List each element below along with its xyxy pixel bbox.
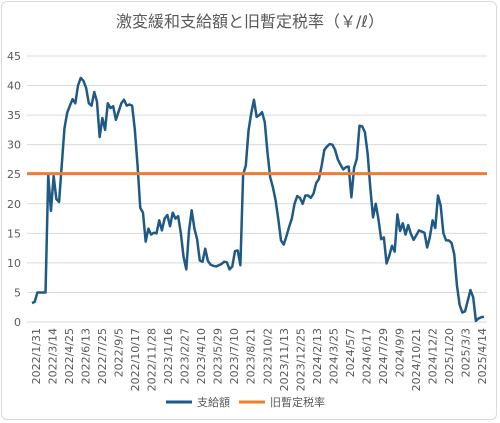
y-tick-label: 45 [7, 50, 21, 63]
legend[interactable]: 支給額 旧暫定税率 [166, 395, 325, 409]
x-tick-label: 2024/2/13 [311, 328, 324, 384]
y-tick-label: 35 [7, 109, 21, 122]
legend-label-old-provisional-tax: 旧暫定税率 [270, 395, 325, 409]
series-line-payment [31, 76, 485, 323]
y-tick-label: 30 [7, 139, 21, 152]
x-tick-label: 2023/11/13 [278, 328, 291, 391]
y-axis-ticks: 0 5 10 15 20 25 30 35 40 45 [7, 50, 21, 329]
x-tick-label: 2024/5/7 [344, 328, 357, 377]
y-tick-label: 0 [14, 316, 21, 329]
x-tick-label: 2022/10/17 [129, 328, 142, 391]
x-tick-label: 2024/10/21 [410, 328, 423, 391]
legend-label-payment: 支給額 [197, 395, 230, 409]
x-tick-label: 2023/5/29 [212, 328, 225, 384]
x-tick-label: 2023/7/10 [228, 328, 241, 384]
y-tick-label: 15 [7, 227, 21, 240]
x-tick-label: 2023/2/27 [179, 328, 192, 384]
chart-title: 激変緩和支給額と旧暫定税率（￥/ℓ） [116, 12, 384, 31]
x-tick-label: 2022/6/13 [80, 328, 93, 384]
x-tick-label: 2025/3/3 [459, 328, 472, 377]
x-tick-label: 2022/9/5 [113, 328, 126, 377]
x-tick-label: 2023/10/2 [261, 328, 274, 384]
x-tick-label: 2022/4/25 [63, 328, 76, 384]
x-tick-label: 2022/11/28 [146, 328, 159, 391]
x-tick-label: 2023/8/21 [245, 328, 258, 384]
y-tick-label: 40 [7, 80, 21, 93]
x-tick-label: 2025/4/14 [476, 328, 489, 384]
series-layer [27, 76, 487, 323]
y-tick-label: 10 [7, 257, 21, 270]
y-tick-label: 25 [7, 168, 21, 181]
x-tick-label: 2024/6/17 [360, 328, 373, 384]
x-tick-label: 2022/3/14 [47, 328, 60, 384]
x-tick-label: 2024/9/9 [393, 328, 406, 377]
x-tick-label: 2024/7/29 [377, 328, 390, 384]
x-tick-label: 2023/12/25 [294, 328, 307, 391]
x-tick-label: 2022/7/25 [96, 328, 109, 384]
x-tick-label: 2023/1/16 [162, 328, 175, 384]
x-tick-label: 2024/3/25 [327, 328, 340, 384]
y-tick-label: 20 [7, 198, 21, 211]
x-tick-label: 2023/4/10 [195, 328, 208, 384]
x-tick-label: 2025/1/20 [443, 328, 456, 384]
x-tick-label: 2022/1/31 [30, 328, 43, 384]
y-tick-label: 5 [14, 286, 21, 299]
x-axis-ticks: 2022/1/31 2022/3/14 2022/4/25 2022/6/13 2022… [30, 328, 489, 391]
x-tick-label: 2024/12/2 [426, 328, 439, 384]
